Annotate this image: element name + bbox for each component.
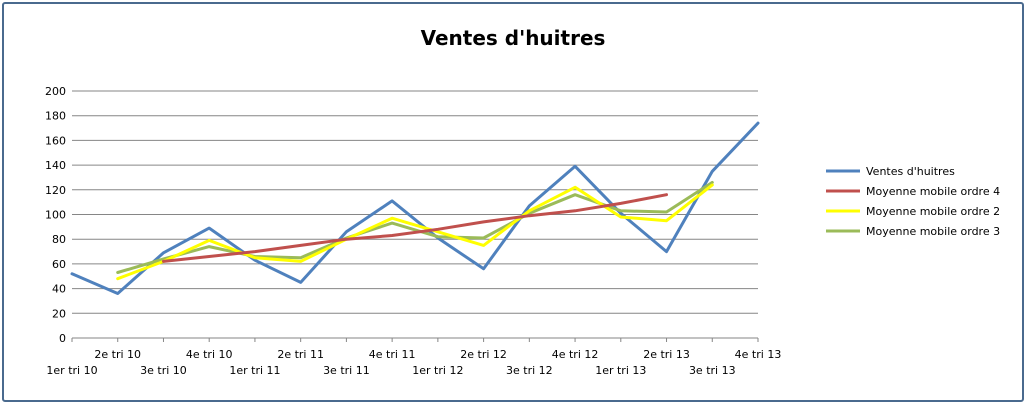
y-tick-label: 80 bbox=[52, 233, 66, 246]
series-lines bbox=[70, 121, 760, 295]
y-tick-label: 200 bbox=[45, 85, 66, 98]
legend-label: Moyenne mobile ordre 4 bbox=[866, 185, 1000, 198]
y-tick-label: 0 bbox=[59, 332, 66, 345]
y-tick-label: 180 bbox=[45, 110, 66, 123]
x-tick-label: 4e tri 10 bbox=[186, 348, 233, 361]
x-tick-label: 2e tri 12 bbox=[460, 348, 507, 361]
legend-label: Ventes d'huitres bbox=[866, 165, 955, 178]
x-axis-labels: 1er tri 10 2e tri 10 3e tri 10 4e tri 10 1er… bbox=[46, 348, 781, 377]
x-tick-label: 4e tri 13 bbox=[735, 348, 782, 361]
x-tick-label: 4e tri 12 bbox=[552, 348, 599, 361]
series-line bbox=[70, 121, 760, 295]
y-tick-label: 60 bbox=[52, 258, 66, 271]
x-tick-label: 3e tri 11 bbox=[323, 364, 370, 377]
gridlines bbox=[72, 90, 758, 339]
x-tick-label: 3e tri 10 bbox=[140, 364, 187, 377]
legend: Ventes d'huitres Moyenne mobile ordre 4 Mo… bbox=[826, 165, 1000, 238]
legend-label: Moyenne mobile ordre 3 bbox=[866, 225, 1000, 238]
x-axis-ticks bbox=[71, 338, 759, 342]
x-tick-label: 3e tri 12 bbox=[506, 364, 553, 377]
y-tick-label: 140 bbox=[45, 159, 66, 172]
chart-frame: Ventes d'huitres bbox=[2, 2, 1024, 402]
y-tick-label: 40 bbox=[52, 283, 66, 296]
x-tick-label: 1er tri 13 bbox=[595, 364, 646, 377]
y-tick-label: 100 bbox=[45, 209, 66, 222]
series-line bbox=[162, 193, 668, 263]
x-tick-label: 1er tri 10 bbox=[46, 364, 97, 377]
legend-label: Moyenne mobile ordre 2 bbox=[866, 205, 1000, 218]
x-tick-label: 2e tri 10 bbox=[94, 348, 141, 361]
y-axis-labels: 0 20 40 60 80 100 120 140 160 180 200 bbox=[45, 85, 66, 345]
x-tick-label: 1er tri 12 bbox=[412, 364, 463, 377]
x-tick-label: 4e tri 11 bbox=[369, 348, 416, 361]
x-tick-label: 2e tri 11 bbox=[277, 348, 324, 361]
y-tick-label: 20 bbox=[52, 307, 66, 320]
x-tick-label: 2e tri 13 bbox=[643, 348, 690, 361]
y-tick-label: 120 bbox=[45, 184, 66, 197]
y-tick-label: 160 bbox=[45, 134, 66, 147]
chart-title: Ventes d'huitres bbox=[420, 26, 606, 50]
x-tick-label: 1er tri 11 bbox=[229, 364, 280, 377]
series-line bbox=[116, 183, 714, 281]
x-tick-label: 3e tri 13 bbox=[689, 364, 736, 377]
series-line bbox=[116, 180, 714, 274]
